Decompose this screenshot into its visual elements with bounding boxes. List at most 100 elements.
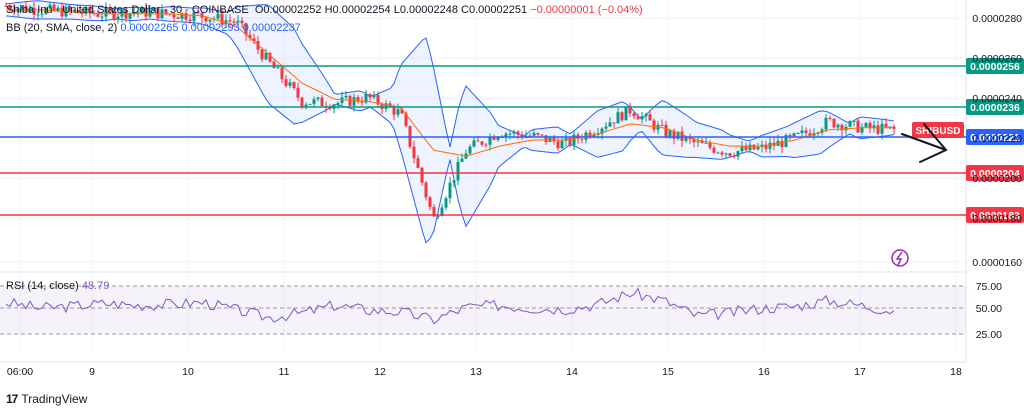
candle-body <box>592 134 596 137</box>
candle-body <box>268 52 272 62</box>
candle-body <box>780 140 784 148</box>
candle-body <box>376 94 380 105</box>
candle-body <box>600 128 604 134</box>
brand-name: TradingView <box>21 392 88 406</box>
rsi-tick-label: 50.00 <box>976 303 1002 315</box>
candle-body <box>536 132 540 135</box>
candle-body <box>808 133 812 136</box>
candle-body <box>684 136 688 141</box>
candle-body <box>404 113 408 126</box>
price-tick-label: 0.0000180 <box>972 213 1022 225</box>
candle-body <box>240 20 244 24</box>
candle-body <box>252 38 256 41</box>
candle-body <box>792 133 796 137</box>
candle-body <box>532 132 536 136</box>
candle-body <box>344 95 348 98</box>
bb-values: 0.00002265 0.00002293 0.00002237 <box>120 22 301 34</box>
price-tick-label: 0.0000280 <box>972 13 1022 25</box>
candle-body <box>184 13 188 20</box>
candle-body <box>412 146 416 159</box>
candle-body <box>784 134 788 148</box>
arrow-annotation <box>901 123 948 163</box>
candle-body <box>232 21 236 23</box>
candle-body <box>80 12 84 14</box>
rsi-line <box>5 287 895 325</box>
candle-body <box>176 17 180 19</box>
candle-body <box>640 116 644 120</box>
candle-body <box>528 135 532 137</box>
candle-body <box>352 97 356 106</box>
change-value: −0.00000001 (−0.04%) <box>530 4 643 16</box>
candle-body <box>860 126 864 133</box>
level-label: 0.0000256 <box>970 61 1020 73</box>
candle-body <box>636 116 640 120</box>
candle-body <box>508 133 512 135</box>
rsi-tick-label: 25.00 <box>976 329 1002 341</box>
candle-body <box>284 79 288 86</box>
candle-body <box>4 5 8 7</box>
candle-body <box>556 141 560 149</box>
candle-body <box>520 134 524 138</box>
candle-body <box>704 142 708 144</box>
candle-body <box>192 12 196 22</box>
time-tick-label: 14 <box>566 366 578 378</box>
time-tick-label: 17 <box>854 366 866 378</box>
candle-body <box>456 161 460 181</box>
level-label-box <box>966 207 1024 223</box>
candle-body <box>496 136 500 140</box>
tradingview-logo[interactable]: 17 TradingView <box>6 392 87 406</box>
candle-body <box>836 124 840 128</box>
rsi-title: RSI (14, close) <box>6 280 79 292</box>
candle-body <box>128 13 132 19</box>
candle-body <box>732 156 736 158</box>
candle-body <box>460 158 464 162</box>
candle-body <box>628 106 632 114</box>
candle-body <box>372 94 376 98</box>
candle-body <box>420 167 424 183</box>
candle-body <box>416 158 420 168</box>
candle-body <box>396 109 400 115</box>
bb-legend[interactable]: BB (20, SMA, close, 2) 0.00002265 0.0000… <box>6 22 301 34</box>
candle-body <box>116 16 120 20</box>
candle-body <box>756 147 760 150</box>
candle-body <box>368 94 372 98</box>
candle-body <box>244 23 248 35</box>
candles <box>4 1 896 220</box>
candle-body <box>216 13 220 19</box>
candle-body <box>676 131 680 139</box>
candle-body <box>72 10 76 12</box>
candle-body <box>716 152 720 154</box>
candle-body <box>48 4 52 9</box>
candle-body <box>264 52 268 60</box>
candle-body <box>864 122 868 127</box>
candle-body <box>672 130 676 139</box>
candle-body <box>848 121 852 127</box>
level-label-box <box>966 58 1024 74</box>
candle-body <box>552 137 556 142</box>
candle-body <box>360 101 364 103</box>
candle-body <box>36 14 40 16</box>
candle-body <box>172 14 176 18</box>
candle-body <box>472 140 476 147</box>
candle-body <box>288 82 292 86</box>
candle-body <box>516 131 520 135</box>
time-tick-label: 15 <box>662 366 674 378</box>
candle-body <box>828 117 832 119</box>
candle-body <box>364 94 368 103</box>
candle-body <box>744 146 748 151</box>
tradingview-icon: 17 <box>6 392 18 406</box>
price-tick-label: 0.0000240 <box>972 93 1022 105</box>
time-tick-label: 18 <box>950 366 962 378</box>
candle-body <box>736 151 740 157</box>
candle-body <box>12 9 16 12</box>
candle-body <box>140 7 144 13</box>
rsi-tick-label: 75.00 <box>976 281 1002 293</box>
candle-body <box>32 8 36 15</box>
candle-body <box>24 5 28 12</box>
bb-basis-line <box>6 9 894 157</box>
candle-body <box>632 113 636 117</box>
candle-body <box>164 9 168 14</box>
rsi-legend[interactable]: RSI (14, close) 48.79 <box>6 280 109 292</box>
candle-body <box>112 10 116 20</box>
